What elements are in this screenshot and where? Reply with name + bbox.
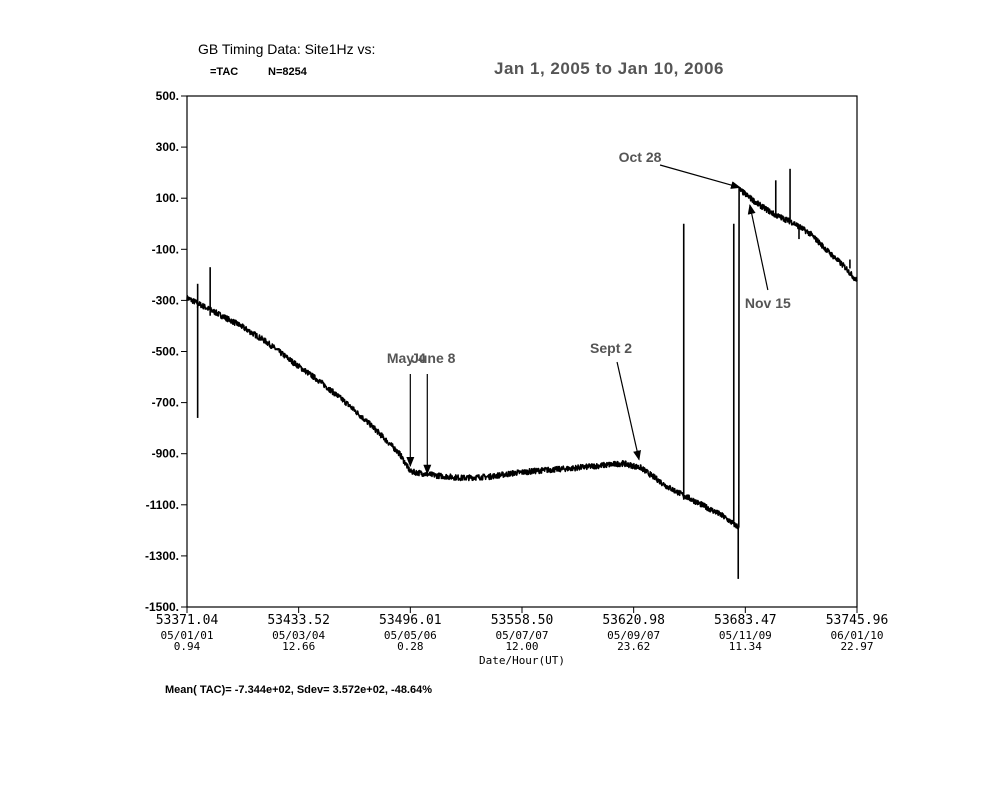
x-tick-hour: 11.34 — [729, 640, 762, 653]
x-tick-label: 53745.96 — [826, 613, 889, 628]
x-tick-date: 05/01/01 — [161, 629, 214, 642]
x-tick-date: 05/07/07 — [496, 629, 549, 642]
y-axis: 500. 300. 100. -100. -300. -500. -700. -900. -11… — [145, 89, 187, 614]
y-tick-label: 100. — [156, 191, 179, 205]
sample-count: N=8254 — [268, 66, 308, 78]
x-tick-label: 53371.04 — [156, 613, 219, 628]
x-tick-date: 05/03/04 — [272, 629, 325, 642]
x-tick-hour: 12.00 — [505, 640, 538, 653]
y-tick-label: -1500. — [145, 600, 179, 614]
annotation-arrow — [659, 164, 741, 189]
series-tac — [186, 168, 858, 579]
x-tick-date: 05/09/07 — [607, 629, 660, 642]
x-tick-hour: 0.28 — [397, 640, 424, 653]
annotation-label: Oct 28 — [619, 149, 662, 165]
plot-frame — [186, 95, 858, 608]
annotation-arrow — [747, 204, 769, 291]
x-tick-hour: 22.97 — [840, 640, 873, 653]
chart-title: GB Timing Data: Site1Hz vs: — [198, 41, 375, 57]
y-tick-label: -100. — [152, 242, 179, 256]
series-line — [186, 186, 858, 530]
x-tick-label: 53683.47 — [714, 613, 777, 628]
y-tick-label: 300. — [156, 140, 179, 154]
y-tick-label: -300. — [152, 293, 179, 307]
y-tick-label: -1100. — [146, 498, 179, 512]
y-tick-label: -1300. — [145, 549, 179, 563]
x-tick-date: 05/05/06 — [384, 629, 437, 642]
y-tick-label: -500. — [152, 345, 179, 359]
x-tick-label: 53433.52 — [267, 613, 330, 628]
series-label: =TAC — [210, 66, 238, 78]
x-tick-hour: 12.66 — [282, 640, 315, 653]
stats-line: Mean( TAC)= -7.344e+02, Sdev= 3.572e+02,… — [165, 684, 432, 696]
x-tick-hour: 23.62 — [617, 640, 650, 653]
annotation-label: Sept 2 — [590, 340, 632, 356]
x-tick-label: 53620.98 — [602, 613, 665, 628]
annotation-label: Nov 15 — [745, 295, 791, 311]
date-range: Jan 1, 2005 to Jan 10, 2006 — [494, 59, 724, 78]
annotation-arrow — [616, 361, 641, 461]
annotation-label: June 8 — [411, 350, 456, 366]
y-tick-label: -900. — [152, 447, 179, 461]
annotation-label: May 4 — [387, 350, 426, 366]
x-tick-date: 06/01/10 — [831, 629, 884, 642]
x-axis-label: Date/Hour(UT) — [479, 654, 565, 667]
x-tick-label: 53558.50 — [491, 613, 554, 628]
x-tick-date: 05/11/09 — [719, 629, 772, 642]
x-tick-hour: 0.94 — [174, 640, 201, 653]
x-tick-label: 53496.01 — [379, 613, 442, 628]
y-tick-label: 500. — [156, 89, 179, 103]
y-tick-label: -700. — [152, 396, 179, 410]
